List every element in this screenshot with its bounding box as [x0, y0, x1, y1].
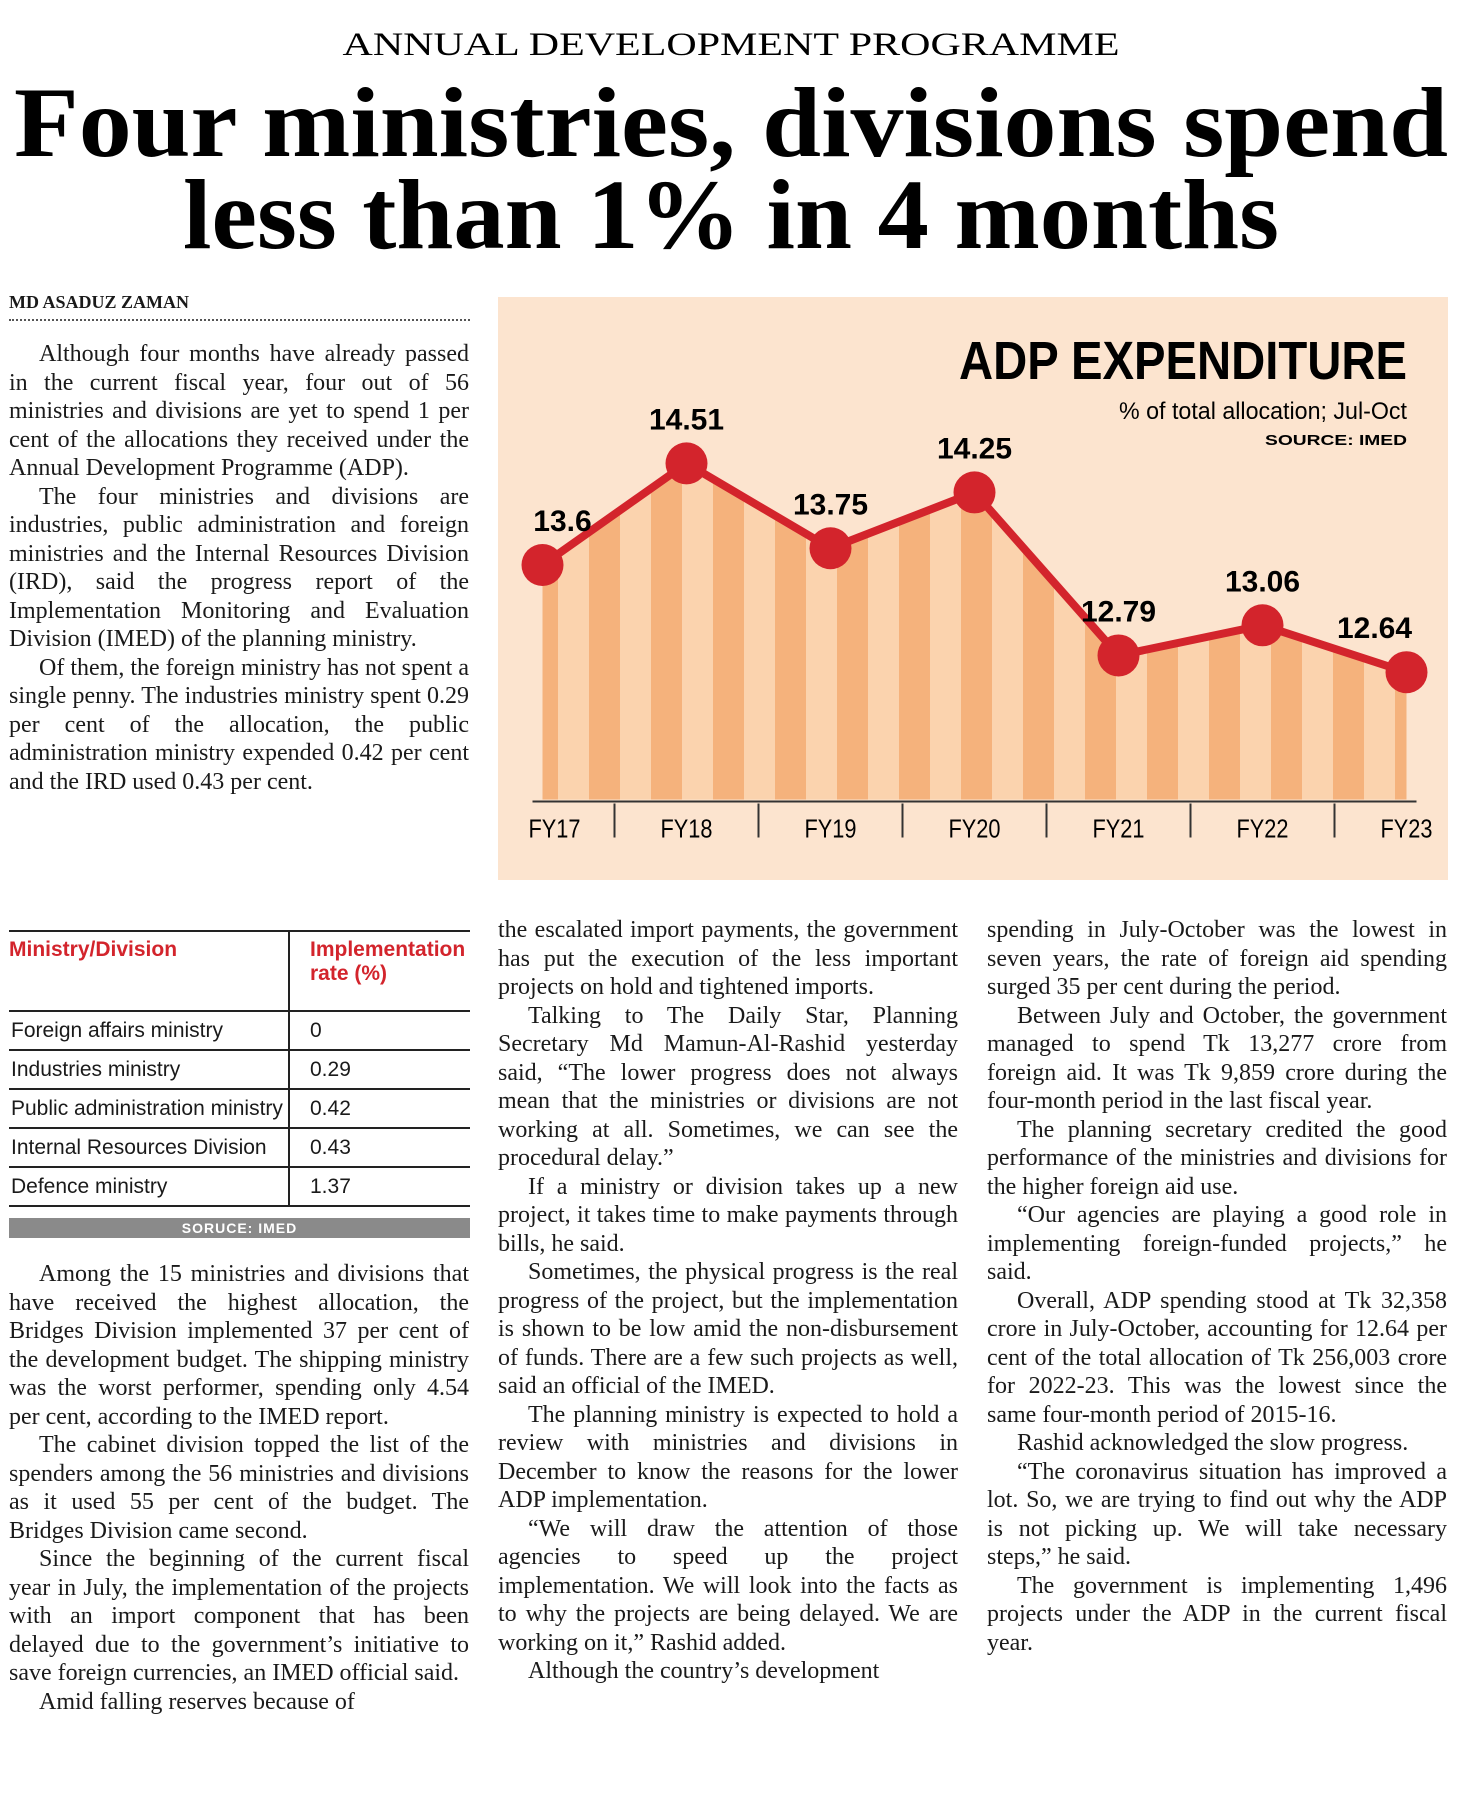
paragraph: The planning ministry is expected to hol…: [498, 1401, 958, 1514]
byline: MD ASADUZ ZAMAN: [9, 292, 470, 321]
chart-subtitle: % of total allocation; Jul-Oct: [1119, 398, 1407, 425]
chart-source: SOURCE: IMED: [1265, 432, 1407, 449]
cell: 0: [288, 1011, 470, 1051]
paragraph: the escalated import payments, the gover…: [498, 917, 958, 1000]
area: [542, 463, 1407, 800]
cell: Foreign affairs ministry: [9, 1011, 289, 1051]
x-tick-label: FY17: [529, 814, 581, 844]
table: Ministry/Division Implementation rate (%)…: [9, 930, 470, 1207]
paragraph: Of them, the foreign ministry has not sp…: [9, 654, 469, 795]
headline: less than 1% in 4 months: [183, 159, 1279, 270]
table-header: Implementation rate (%): [288, 930, 470, 1012]
cell: 0.43: [288, 1128, 470, 1168]
cell: 0.29: [288, 1050, 470, 1090]
paragraph: Amid falling reserves because of: [39, 1688, 355, 1715]
data-label: 13.06: [1225, 565, 1300, 598]
point: [953, 471, 996, 514]
x-tick-label: FY22: [1237, 814, 1289, 844]
x-tick-label: FY23: [1381, 814, 1433, 844]
header: ANNUAL DEVELOPMENT PROGRAMME Four minist…: [14, 27, 1448, 270]
cell: 0.42: [288, 1089, 470, 1129]
x-tick-label: FY20: [949, 814, 1001, 844]
point: [1241, 604, 1284, 647]
data-label: 13.6: [533, 505, 591, 538]
data-label: 14.51: [649, 403, 724, 436]
column: Although four months have already passed…: [9, 340, 469, 796]
x-tick-label: FY18: [661, 814, 713, 844]
paragraph: The cabinet division topped the list of …: [9, 1432, 469, 1544]
paragraph: Although four months have already passed…: [9, 341, 469, 481]
headline: Four ministries, divisions spend: [14, 67, 1448, 178]
paragraph: spending in July-October was the lowest …: [987, 917, 1447, 1000]
paragraph: “Our agencies are playing a good role in…: [987, 1202, 1447, 1285]
data-label: 14.25: [937, 432, 1012, 465]
point: [521, 544, 564, 586]
cell: Public administration ministry: [9, 1089, 289, 1129]
paragraph: Since the beginning of the current fisca…: [9, 1546, 469, 1686]
cell: Internal Resources Division: [9, 1128, 289, 1168]
paragraph: “We will draw the attention of those age…: [498, 1515, 958, 1656]
cell: Industries ministry: [9, 1050, 289, 1090]
x-tick-label: FY19: [805, 814, 857, 844]
point: [809, 527, 852, 570]
chart: ADP EXPENDITURE % of total allocation; J…: [498, 297, 1448, 880]
paragraph: If a ministry or division takes up a new…: [498, 1173, 958, 1257]
cell: 1.37: [288, 1167, 470, 1207]
x-tick-label: FY21: [1093, 814, 1145, 844]
paragraph: Although the country’s development: [528, 1658, 880, 1684]
paragraph: The government is implementing 1,496 pro…: [987, 1572, 1447, 1656]
kicker: ANNUAL DEVELOPMENT PROGRAMME: [343, 27, 1120, 63]
paragraph: Rashid acknowledged the slow progress.: [1017, 1430, 1409, 1456]
column: Among the 15 ministries and divisions th…: [9, 1260, 469, 1716]
column: spending in July-October was the lowest …: [987, 916, 1447, 1657]
point: [665, 442, 708, 485]
paragraph: The planning secretary credited the good…: [987, 1116, 1447, 1200]
paragraph: Sometimes, the physical progress is the …: [498, 1259, 958, 1399]
paragraph: The four ministries and divisions are in…: [9, 483, 469, 653]
column: the escalated import payments, the gover…: [498, 916, 958, 1686]
table-header: Ministry/Division: [9, 930, 289, 1012]
point: [1097, 634, 1140, 677]
data-label: 13.75: [793, 488, 868, 521]
paragraph: Between July and October, the government…: [987, 1002, 1447, 1115]
paragraph: Overall, ADP spending stood at Tk 32,358…: [987, 1287, 1447, 1428]
cell: Defence ministry: [9, 1167, 289, 1207]
paragraph: Talking to The Daily Star, Planning Secr…: [498, 1002, 958, 1172]
paragraph: Among the 15 ministries and divisions th…: [9, 1261, 469, 1430]
data-label: 12.79: [1081, 595, 1156, 628]
point: [1385, 651, 1428, 694]
chart-title: ADP EXPENDITURE: [959, 331, 1407, 391]
paragraph: “The coronavirus situation has improved …: [987, 1458, 1447, 1571]
data-label: 12.64: [1337, 612, 1412, 645]
table-source: SORUCE: IMED: [9, 1218, 470, 1238]
